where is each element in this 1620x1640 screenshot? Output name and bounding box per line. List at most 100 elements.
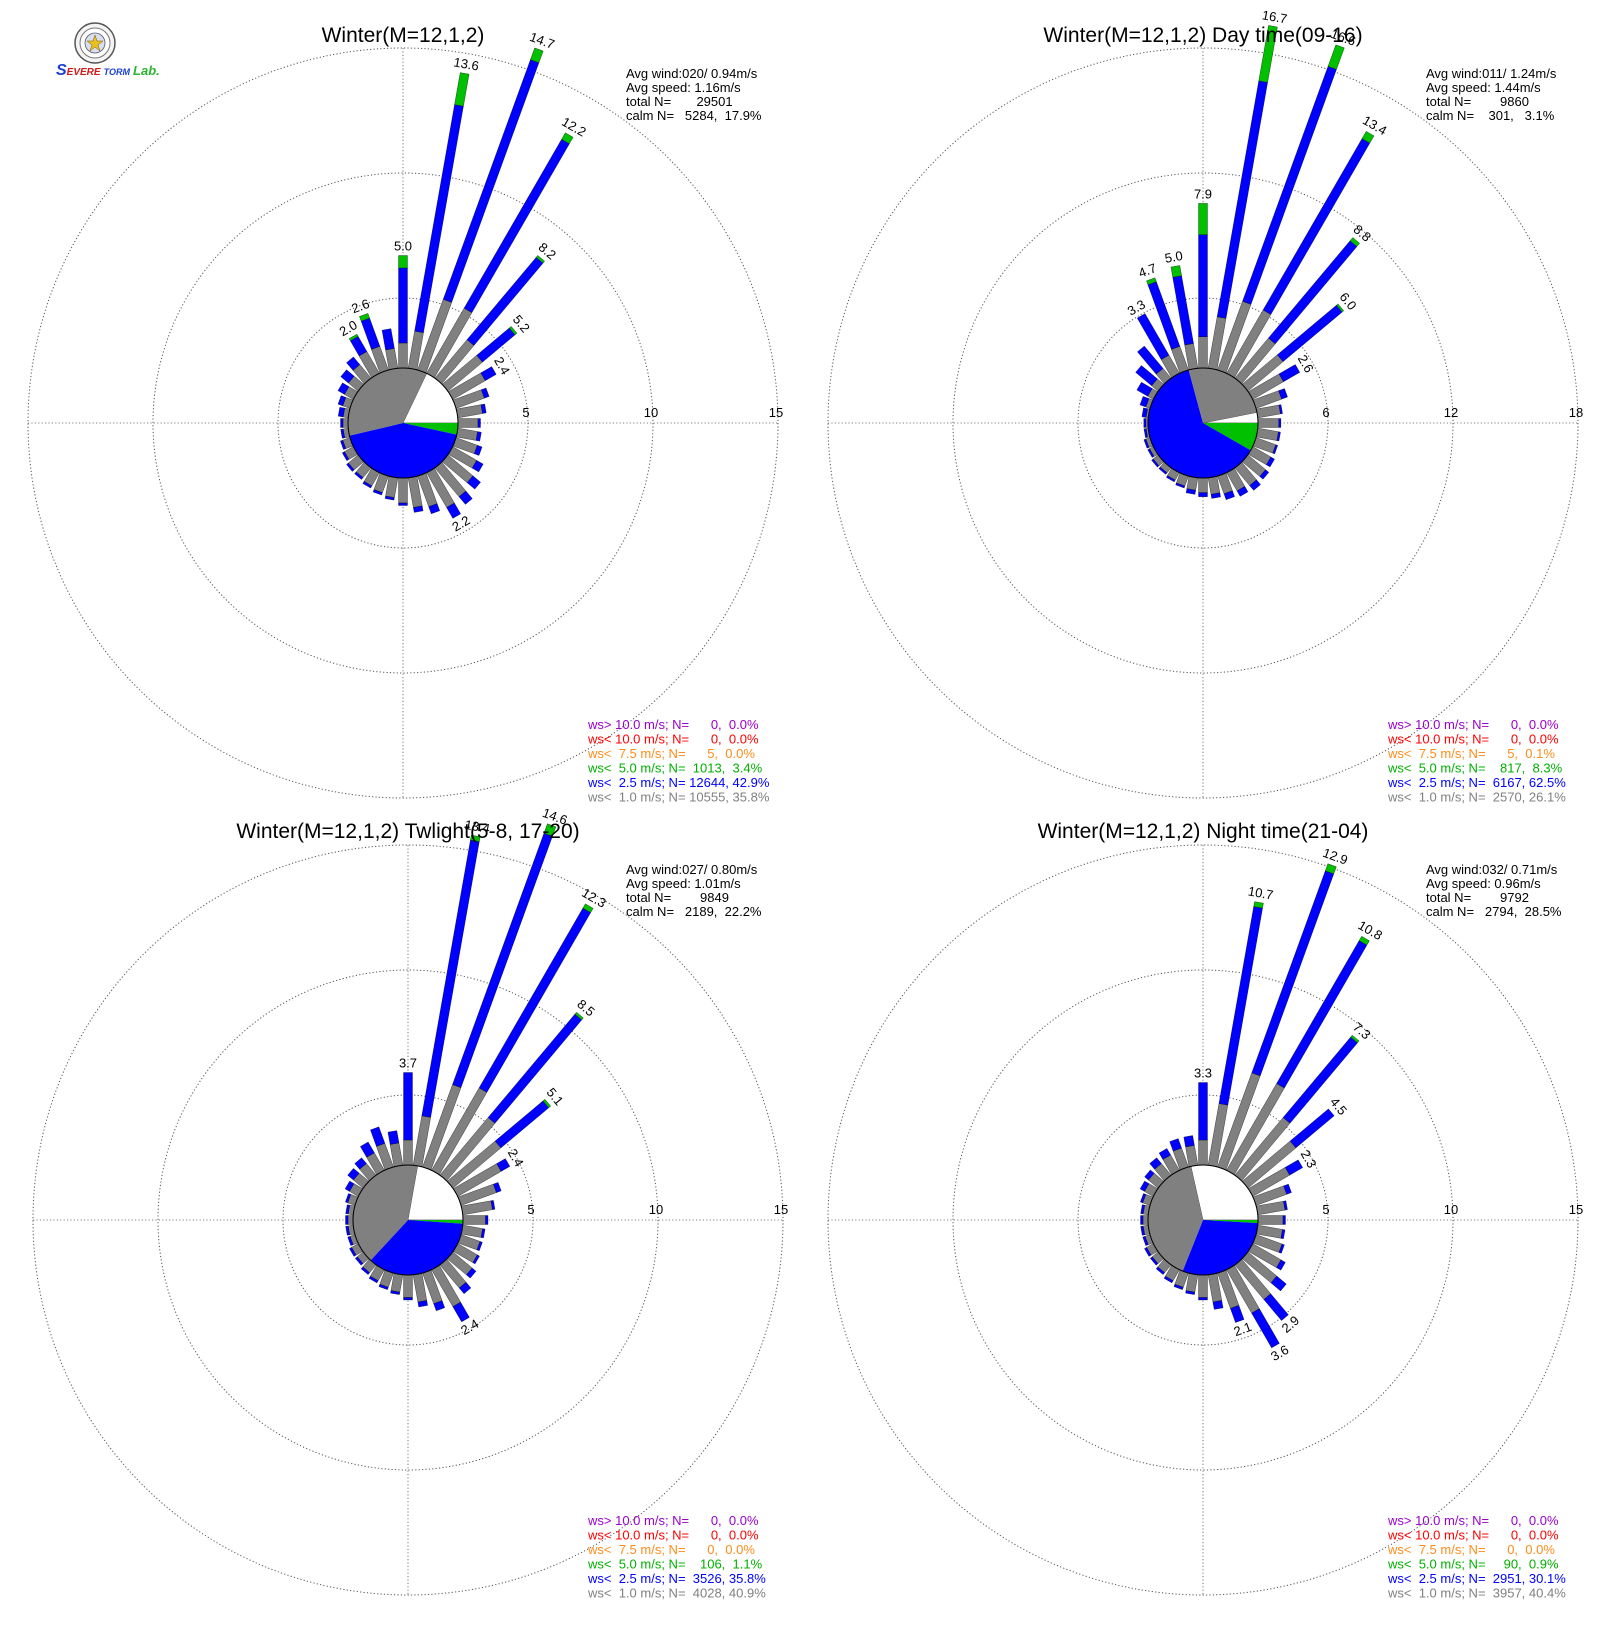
- bar-segment: [476, 1241, 483, 1251]
- stat-line: total N= 9849: [626, 890, 729, 905]
- bar-segment: [458, 1282, 472, 1294]
- pie-slice: [349, 423, 457, 478]
- bar-segment: [413, 505, 424, 513]
- legend-entry: ws< 1.0 m/s; N= 3957, 40.4%: [1387, 1586, 1566, 1601]
- bar-direction-190: [1185, 1273, 1199, 1295]
- stat-line: Avg speed: 1.44m/s: [1426, 80, 1541, 95]
- bar-segment: [1253, 901, 1264, 909]
- bar-direction-270: [1140, 1215, 1149, 1225]
- bar-segment: [452, 1301, 470, 1323]
- bar-direction-240: [342, 446, 358, 461]
- bar-direction-180: [403, 1274, 413, 1301]
- pie-slice: [1203, 1220, 1258, 1224]
- stat-line: calm N= 2794, 28.5%: [1426, 904, 1562, 919]
- bar-segment: [372, 489, 383, 496]
- bar-segment: [347, 1168, 360, 1181]
- bar-value-label: 3.7: [399, 1056, 417, 1071]
- bar-segment: [1185, 488, 1196, 495]
- ring-label: 15: [1569, 1202, 1583, 1217]
- bar-direction-180: [398, 477, 408, 506]
- ring-label: 10: [644, 405, 658, 420]
- bar-direction-40: [1234, 237, 1360, 384]
- legend-entry: ws> 10.0 m/s; N= 0, 0.0%: [1387, 1513, 1559, 1528]
- bar-segment: [1259, 469, 1269, 480]
- bar-direction-280: [338, 407, 350, 419]
- bar-segment: [457, 418, 479, 428]
- pie-slice: [1203, 423, 1258, 451]
- bar-direction-270: [345, 1215, 354, 1225]
- bar-direction-150: [1226, 468, 1249, 497]
- bar-segment: [345, 1225, 350, 1236]
- stat-line: total N= 9860: [1426, 94, 1529, 109]
- bar-direction-240: [1147, 446, 1158, 458]
- bar-segment: [337, 382, 350, 395]
- stat-line: calm N= 2189, 22.2%: [626, 904, 762, 919]
- bar-segment: [1142, 1236, 1149, 1246]
- bar-segment: [347, 1236, 354, 1246]
- grid-ring: [827, 844, 1579, 1596]
- bar-segment: [1336, 303, 1344, 313]
- bar-direction-230: [346, 454, 364, 472]
- bar-value-label: 12.9: [1321, 845, 1350, 868]
- bar-segment: [1140, 1215, 1144, 1225]
- bar-value-label: 13.4: [464, 817, 492, 836]
- ring-label: 5: [527, 1202, 534, 1217]
- bar-direction-40: [1234, 1034, 1360, 1181]
- wind-rose-panel-2: 6 12 187.916.716.613.48.86.02.63.34.75.0Wi…: [827, 7, 1583, 805]
- bar-direction-190: [384, 476, 399, 501]
- bar-direction-30: [426, 132, 574, 378]
- legend-entry: ws< 5.0 m/s; N= 106, 1.1%: [587, 1557, 763, 1572]
- legend-entry: ws< 7.5 m/s; N= 0, 0.0%: [1387, 1542, 1555, 1557]
- bar-segment: [1151, 458, 1160, 468]
- legend-entry: ws< 5.0 m/s; N= 817, 8.3%: [1387, 761, 1563, 776]
- bar-segment: [346, 356, 361, 371]
- bar-segment: [1135, 365, 1158, 386]
- legend-entry: ws< 7.5 m/s; N= 0, 0.0%: [587, 1542, 755, 1557]
- bar-direction-130: [442, 454, 481, 490]
- bar-segment: [542, 1099, 551, 1108]
- pie-outline: [352, 1164, 464, 1276]
- bar-direction-90: [462, 1215, 489, 1225]
- bar-direction-340: [1169, 1138, 1189, 1171]
- pie-slice: [348, 368, 427, 436]
- bar-direction-160: [422, 1269, 445, 1312]
- ring-label: 15: [769, 405, 783, 420]
- wind-rose-panel-3: 5 10 153.713.4 14.612.38.55.12.42.4Winter(M…: [32, 805, 788, 1601]
- bar-segment: [340, 418, 344, 428]
- bar-segment: [1325, 863, 1337, 875]
- bar-segment: [1137, 345, 1164, 375]
- bar-segment: [384, 495, 395, 501]
- bar-segment: [543, 823, 557, 837]
- severe-storm-lab-logo: SEVERE TORM Lab.: [52, 22, 160, 92]
- bar-segment: [461, 1224, 483, 1238]
- bar-segment: [1361, 131, 1375, 144]
- bar-direction-350: [1183, 1135, 1199, 1167]
- bar-value-label: 3.3: [1194, 1066, 1212, 1081]
- bar-segment: [340, 369, 355, 384]
- legend-entry: ws< 7.5 m/s; N= 5, 0.0%: [587, 746, 755, 761]
- bar-direction-260: [345, 1224, 355, 1236]
- pie-slice: [407, 1165, 464, 1221]
- ring-label: 5: [1322, 1202, 1329, 1217]
- bar-segment: [1140, 1204, 1145, 1215]
- bar-segment: [458, 490, 473, 505]
- bar-segment: [390, 1273, 404, 1293]
- legend-entry: ws< 2.5 m/s; N= 12644, 42.9%: [587, 775, 770, 790]
- bar-segment: [1198, 234, 1208, 337]
- bar-segment: [1144, 1247, 1152, 1257]
- bar-value-label: 14.7: [528, 29, 557, 52]
- legend-entry: ws< 5.0 m/s; N= 1013, 3.4%: [587, 761, 763, 776]
- bar-segment: [368, 1276, 379, 1284]
- bar-segment: [359, 313, 370, 322]
- bar-segment: [349, 1247, 357, 1257]
- legend-entry: ws> 10.0 m/s; N= 0, 0.0%: [1387, 717, 1559, 732]
- bar-segment: [1139, 396, 1150, 408]
- bar-direction-270: [340, 418, 349, 428]
- legend-entry: ws< 5.0 m/s; N= 90, 0.9%: [1387, 1557, 1559, 1572]
- bar-segment: [1278, 404, 1283, 415]
- bar-segment: [362, 481, 373, 489]
- stat-line: Avg speed: 0.96m/s: [1426, 876, 1541, 891]
- bar-segment: [1158, 1148, 1171, 1160]
- bar-direction-280: [1140, 1204, 1150, 1216]
- stat-line: total N= 29501: [626, 94, 733, 109]
